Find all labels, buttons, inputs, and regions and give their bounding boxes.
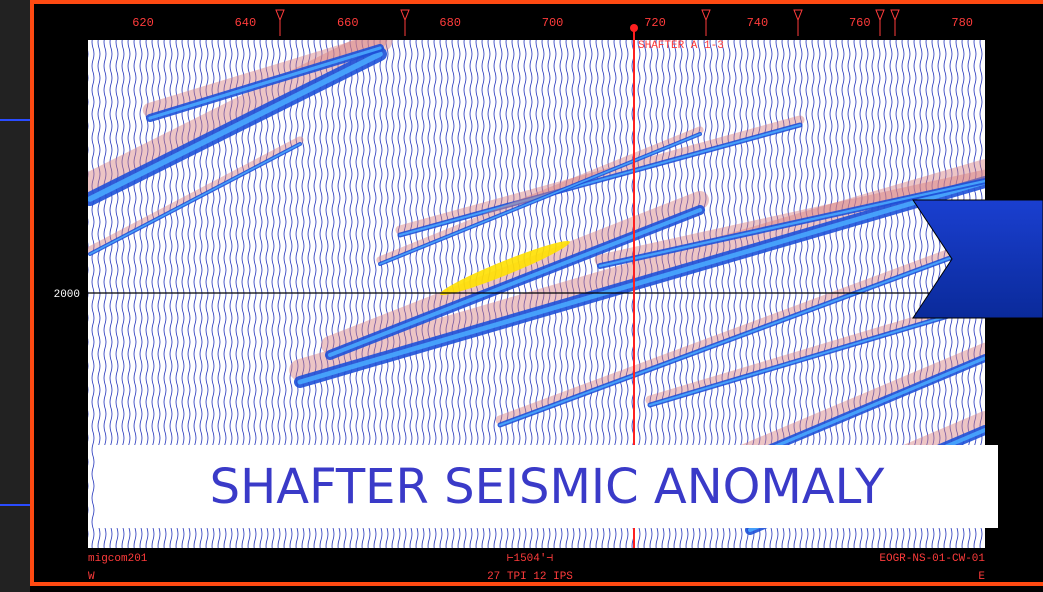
shot-marker	[275, 9, 285, 36]
top-tick-label: 780	[951, 16, 973, 30]
shot-markers	[275, 9, 900, 36]
title: SHAFTER SEISMIC ANOMALY	[210, 459, 885, 515]
reflector	[142, 40, 388, 118]
shot-marker	[400, 9, 410, 36]
top-tick-label: 720	[644, 16, 666, 30]
top-tick-label: 660	[337, 16, 359, 30]
reflector	[594, 169, 985, 266]
shot-marker	[793, 9, 803, 36]
arrow-shape	[912, 199, 1043, 319]
top-tick-label: 760	[849, 16, 871, 30]
top-tick-label: 620	[132, 16, 154, 30]
reflector	[328, 208, 702, 357]
top-tick-label: 700	[542, 16, 564, 30]
footer-center: ⊢1504'⊣	[507, 553, 553, 565]
reflector	[399, 124, 801, 236]
top-tick-label: 680	[439, 16, 461, 30]
reflector	[148, 46, 382, 120]
reflector	[495, 235, 985, 425]
footer-right: E	[978, 571, 985, 583]
top-tick-label: 640	[235, 16, 257, 30]
reflector	[379, 133, 701, 265]
footer-left: W	[88, 571, 95, 583]
reflector	[88, 51, 383, 202]
frame	[30, 0, 1043, 586]
left-strip	[0, 0, 30, 592]
shot-marker	[875, 9, 885, 36]
shot-marker	[890, 9, 900, 36]
well-marker	[630, 24, 638, 32]
reflector	[89, 143, 301, 255]
anomaly	[440, 240, 570, 296]
reflector	[598, 179, 985, 268]
footer-center: 27 TPI 12 IPS	[487, 571, 573, 583]
title-box	[97, 445, 998, 528]
top-tick-label: 740	[747, 16, 769, 30]
footer-right: EOGR-NS-01-CW-01	[879, 553, 985, 565]
reflector	[297, 179, 985, 385]
shot-marker	[701, 9, 711, 36]
reflector	[321, 191, 709, 354]
top-axis: 620 640 660 680 700 720 740 760 780	[132, 16, 973, 30]
reflector	[499, 244, 985, 426]
depth-label: 2000	[54, 289, 80, 301]
reflector	[376, 126, 704, 264]
footer-left: migcom201	[88, 553, 148, 565]
well-label: SHAFTER A 1-3	[638, 40, 724, 52]
reflector	[88, 136, 304, 254]
reflector	[649, 304, 985, 406]
